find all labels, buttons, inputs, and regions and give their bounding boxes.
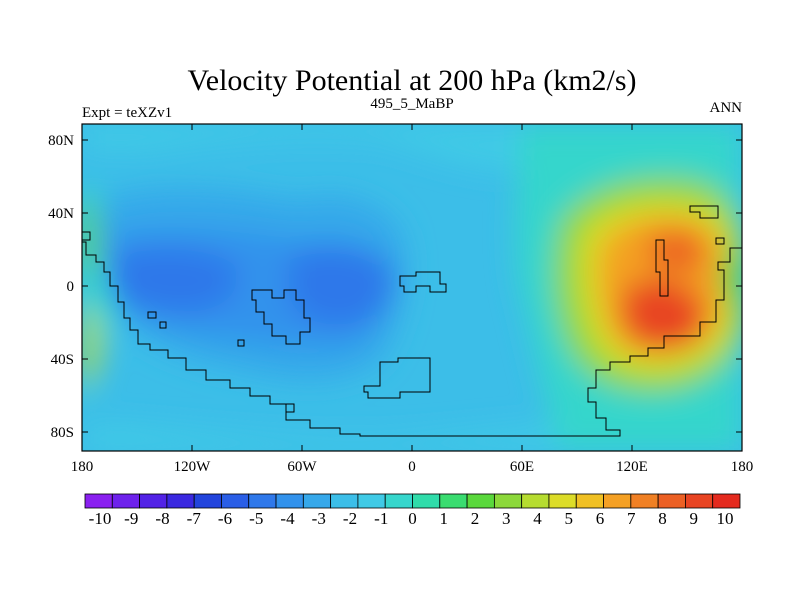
colorbar-label: 6 [596, 509, 605, 528]
coastline-asia [655, 205, 725, 297]
coastline-island-pacific [147, 311, 295, 413]
colorbar-label: 2 [471, 509, 480, 528]
y-tick-label: 40S [51, 352, 74, 368]
colorbar-label: -1 [374, 509, 388, 528]
colorbar-cell [275, 493, 304, 509]
colorbar-label: 10 [717, 509, 734, 528]
colorbar-label: -2 [343, 509, 357, 528]
colorbar-cell [575, 493, 604, 509]
colorbar-label: 0 [408, 509, 417, 528]
y-tick-label: 0 [67, 279, 75, 295]
colorbar-cell [248, 493, 277, 509]
colorbar-label: 3 [502, 509, 511, 528]
colorbar-cell [384, 493, 413, 509]
contour-west-edge-high [82, 195, 103, 280]
map-field [82, 124, 742, 451]
y-tick-label: 80N [48, 133, 74, 149]
y-tick-label: 80S [51, 425, 74, 441]
contour-positive-core-north [648, 231, 704, 272]
colorbar-cell [685, 493, 714, 509]
axis-ticks [81, 124, 743, 451]
colorbar-label: -8 [155, 509, 169, 528]
chart-title: Velocity Potential at 200 hPa (km2/s) [187, 64, 636, 97]
x-tick-label: 180 [731, 459, 754, 475]
colorbar-cell [221, 493, 250, 509]
colorbar-cell [603, 493, 632, 509]
colorbar-label: -4 [280, 509, 295, 528]
coastline-west-edge [82, 231, 91, 241]
contour-positive-core [620, 279, 705, 349]
colorbar-label: 7 [627, 509, 636, 528]
x-tick-label: 180 [71, 459, 94, 475]
colorbar-label: 9 [690, 509, 699, 528]
x-tick-label: 60E [510, 459, 534, 475]
coastline-africa [399, 271, 447, 293]
coastline-south-america [251, 289, 311, 345]
colorbar-label: 8 [658, 509, 667, 528]
colorbar-cell [84, 493, 113, 509]
colorbar-cell [712, 493, 741, 509]
subtitle-right: ANN [710, 100, 743, 116]
colorbar-label: 5 [565, 509, 574, 528]
x-tick-label: 60W [287, 459, 317, 475]
colorbar-cell [193, 493, 222, 509]
colorbar-label: -5 [249, 509, 263, 528]
colorbar-cell [412, 493, 441, 509]
x-tick-label: 120E [616, 459, 648, 475]
colorbar-cell [493, 493, 523, 509]
y-tick-labels: 80N 40N 0 40S 80S [48, 133, 74, 441]
colorbar [84, 493, 741, 509]
contour-negative-core-east-pacific [110, 246, 239, 314]
y-tick-label: 40N [48, 206, 74, 222]
colorbar-cell [521, 493, 550, 509]
colorbar-cell [548, 493, 577, 509]
coastlines [82, 205, 742, 437]
colorbar-cell [630, 493, 659, 509]
colorbar-label: -7 [187, 509, 202, 528]
colorbar-cell [330, 493, 359, 509]
colorbar-label: 1 [440, 509, 449, 528]
colorbar-cell [657, 493, 686, 509]
colorbar-cell [139, 493, 168, 509]
coastline-west [82, 241, 742, 437]
x-tick-labels: 180 120W 60W 0 60E 120E 180 [71, 459, 754, 475]
contour-west-edge-high-south [82, 300, 101, 390]
x-tick-label: 120W [174, 459, 212, 475]
colorbar-cell [111, 493, 140, 509]
x-tick-label: 0 [408, 459, 416, 475]
colorbar-label: -10 [89, 509, 112, 528]
colorbar-labels: -10 -9 -8 -7 -6 -5 -4 -3 -2 -1 0 1 2 3 4 5 6 7 8 9 10 [89, 509, 734, 528]
contour-negative-core-south-america [288, 247, 392, 327]
colorbar-label: -9 [124, 509, 138, 528]
colorbar-cell [357, 493, 386, 509]
colorbar-label: -6 [218, 509, 232, 528]
contour-east-edge-neutral [720, 258, 742, 302]
colorbar-cell [166, 493, 195, 509]
colorbar-label: 4 [533, 509, 542, 528]
colorbar-label: -3 [312, 509, 326, 528]
colorbar-cell [466, 493, 495, 509]
colorbar-cell [302, 493, 332, 509]
coastline-antarctic-block [363, 357, 431, 399]
subtitle-left: Expt = teXZv1 [82, 105, 172, 121]
colorbar-cell [439, 493, 468, 509]
subtitle-center: 495_5_MaBP [370, 96, 453, 112]
